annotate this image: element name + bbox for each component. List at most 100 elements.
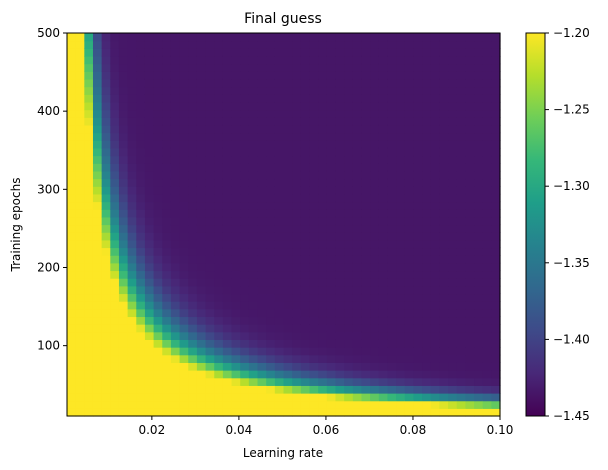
- x-tick-label: 0.04: [226, 423, 253, 437]
- heatmap-cell: [448, 377, 458, 386]
- heatmap-cell: [491, 347, 501, 356]
- heatmap-cell: [370, 278, 380, 287]
- heatmap-cell: [231, 331, 241, 340]
- heatmap-cell: [396, 270, 406, 279]
- heatmap-cell: [422, 285, 432, 295]
- heatmap-cell: [257, 255, 267, 264]
- heatmap-cell: [482, 362, 492, 371]
- heatmap-cell: [266, 270, 276, 279]
- heatmap-cell: [196, 101, 207, 111]
- heatmap-cell: [370, 339, 380, 348]
- heatmap-cell: [318, 308, 328, 318]
- plot-frame: [66, 32, 501, 417]
- heatmap-cell: [214, 270, 224, 279]
- heatmap-cell: [170, 155, 181, 164]
- heatmap-cell: [300, 377, 311, 386]
- heatmap-cell: [326, 163, 337, 172]
- heatmap-cell: [361, 170, 371, 180]
- heatmap-cell: [387, 201, 397, 210]
- heatmap-cell: [257, 55, 267, 65]
- heatmap-cell: [118, 270, 129, 279]
- heatmap-cell: [75, 40, 85, 49]
- heatmap-cell: [404, 124, 414, 134]
- heatmap-cell: [101, 147, 111, 157]
- heatmap-cell: [482, 316, 492, 325]
- heatmap-cell: [136, 178, 146, 187]
- heatmap-cell: [422, 339, 432, 348]
- heatmap-cell: [153, 101, 163, 111]
- heatmap-cell: [344, 285, 354, 295]
- heatmap-cell: [179, 186, 189, 195]
- heatmap-cell: [439, 232, 449, 241]
- heatmap-cell: [266, 209, 276, 218]
- heatmap-cell: [153, 278, 163, 287]
- heatmap-cell: [179, 109, 189, 118]
- heatmap-cell: [352, 308, 363, 318]
- heatmap-cell: [422, 347, 432, 356]
- heatmap-cell: [214, 94, 224, 103]
- heatmap-cell: [456, 209, 466, 218]
- heatmap-cell: [491, 293, 501, 302]
- heatmap-cell: [188, 255, 198, 264]
- heatmap-cell: [101, 385, 111, 394]
- heatmap-cell: [188, 347, 198, 356]
- heatmap-cell: [456, 178, 466, 187]
- heatmap-cell: [283, 270, 293, 279]
- heatmap-cell: [448, 163, 458, 172]
- heatmap-cell: [439, 308, 449, 318]
- heatmap-cell: [474, 78, 484, 88]
- heatmap-cell: [274, 278, 285, 287]
- heatmap-cell: [136, 109, 146, 118]
- heatmap-cell: [67, 40, 77, 49]
- heatmap-cell: [283, 55, 293, 65]
- heatmap-cell: [491, 370, 501, 379]
- heatmap-cell: [188, 362, 198, 371]
- heatmap-cell: [274, 209, 285, 218]
- heatmap-cell: [153, 33, 163, 42]
- heatmap-cell: [378, 331, 389, 340]
- heatmap-cell: [344, 331, 354, 340]
- heatmap-cell: [361, 377, 371, 386]
- heatmap-cell: [214, 232, 224, 241]
- heatmap-cell: [292, 316, 302, 325]
- heatmap-cell: [361, 393, 371, 402]
- heatmap-cell: [240, 316, 250, 325]
- heatmap-cell: [179, 255, 189, 264]
- heatmap-cell: [144, 247, 155, 256]
- heatmap-cell: [474, 178, 484, 187]
- heatmap-cell: [335, 216, 345, 226]
- heatmap-cell: [266, 186, 276, 195]
- heatmap-cell: [196, 377, 207, 386]
- heatmap-cell: [439, 270, 449, 279]
- heatmap-cell: [118, 247, 129, 256]
- heatmap-cell: [84, 78, 94, 88]
- heatmap-cell: [283, 109, 293, 118]
- heatmap-cell: [136, 362, 146, 371]
- heatmap-cell: [309, 186, 319, 195]
- heatmap-cell: [474, 278, 484, 287]
- heatmap-cell: [413, 94, 423, 103]
- heatmap-cell: [214, 201, 224, 210]
- heatmap-cell: [491, 163, 501, 172]
- heatmap-cell: [266, 316, 276, 325]
- heatmap-cell: [196, 201, 207, 210]
- heatmap-cell: [370, 385, 380, 394]
- heatmap-cell: [448, 316, 458, 325]
- heatmap-cell: [413, 354, 423, 363]
- heatmap-cell: [144, 117, 155, 126]
- heatmap-cell: [266, 178, 276, 187]
- heatmap-cell: [101, 247, 111, 256]
- heatmap-cell: [257, 78, 267, 88]
- heatmap-cell: [274, 247, 285, 256]
- heatmap-cell: [67, 232, 77, 241]
- heatmap-cell: [448, 347, 458, 356]
- heatmap-cell: [378, 94, 389, 103]
- heatmap-cell: [387, 393, 397, 402]
- heatmap-cell: [205, 78, 215, 88]
- heatmap-cell: [422, 86, 432, 95]
- heatmap-cell: [75, 193, 85, 203]
- heatmap-cell: [205, 362, 215, 371]
- heatmap-cell: [118, 109, 129, 118]
- heatmap-cell: [214, 316, 224, 325]
- heatmap-cell: [352, 331, 363, 340]
